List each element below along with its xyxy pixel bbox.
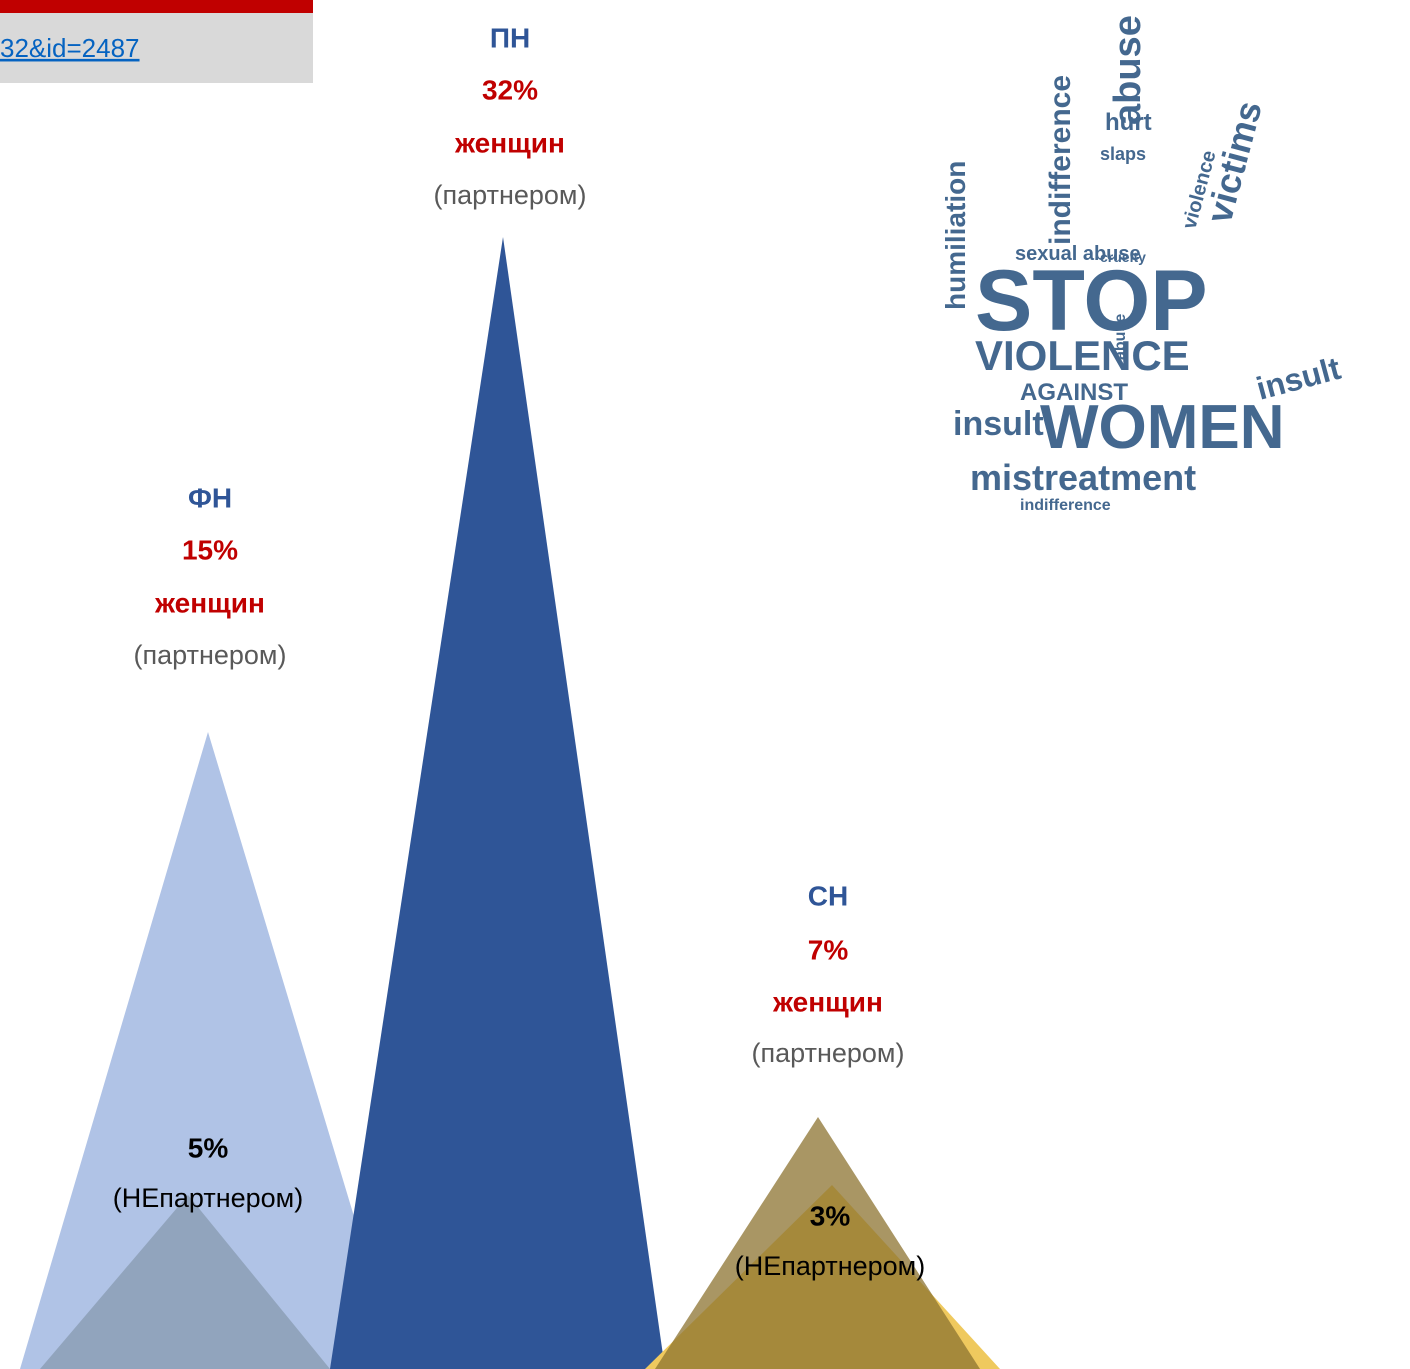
- word: indifference: [1020, 497, 1111, 514]
- word: WOMEN: [1040, 393, 1285, 462]
- code: ФН: [188, 482, 232, 513]
- percent: 15%: [182, 534, 238, 565]
- header-bar: [0, 0, 313, 13]
- sub-by: (НЕпартнером): [113, 1183, 303, 1213]
- percent: 32%: [482, 74, 538, 105]
- word: VIOLENCE: [975, 332, 1190, 379]
- sub-percent: 5%: [188, 1132, 229, 1163]
- by: (партнером): [134, 640, 287, 670]
- who: женщин: [154, 587, 265, 618]
- sub-percent: 3%: [810, 1200, 851, 1231]
- word: slaps: [1100, 144, 1146, 164]
- word: insult: [953, 405, 1044, 443]
- infographic: 32&id=2487 ПН 32% женщин (партнером) ФН …: [0, 0, 1410, 1369]
- by: (партнером): [434, 180, 587, 210]
- word: abuse: [1112, 314, 1129, 360]
- link[interactable]: 32&id=2487: [0, 33, 140, 63]
- code: ПН: [490, 22, 530, 53]
- word: insult: [1252, 350, 1344, 407]
- word: indifference: [1044, 75, 1077, 245]
- who: женщин: [772, 986, 883, 1017]
- code: СН: [808, 880, 848, 911]
- who: женщин: [454, 127, 565, 158]
- word: mistreatment: [970, 457, 1196, 498]
- triangle-psych: [330, 237, 665, 1369]
- word: hurt: [1105, 109, 1152, 136]
- word: cruelty: [1100, 249, 1146, 265]
- by: (партнером): [752, 1038, 905, 1068]
- triangle-sex: [655, 1117, 980, 1369]
- page: 32&id=2487 ПН 32% женщин (партнером) ФН …: [0, 0, 1410, 1369]
- hand-word-cloud: STOP VIOLENCE AGAINST WOMEN mistreatment…: [940, 15, 1345, 514]
- word: humiliation: [940, 161, 971, 310]
- percent: 7%: [808, 934, 849, 965]
- sub-by: (НЕпартнером): [735, 1251, 925, 1281]
